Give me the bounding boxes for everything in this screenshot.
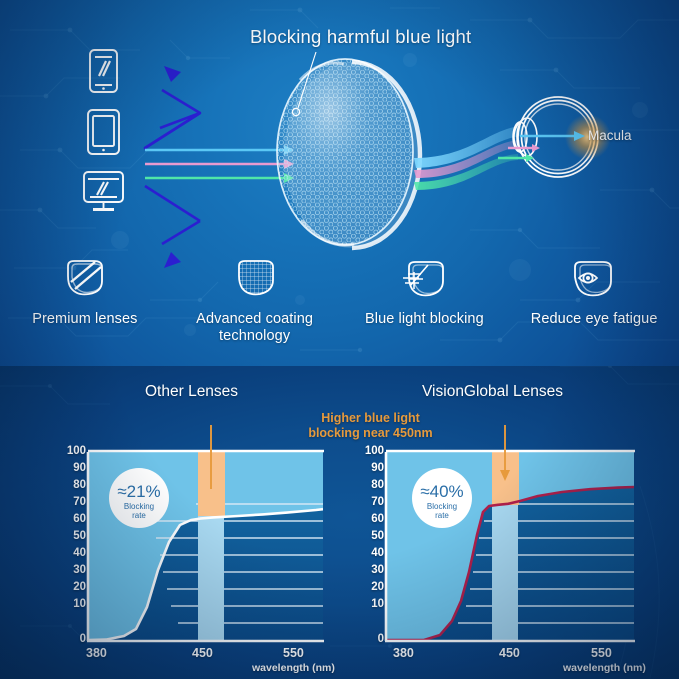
ytick: 20 (73, 581, 86, 593)
ytick: 40 (73, 547, 86, 559)
badge-value-left: ≈21% (117, 482, 160, 501)
hero-illustration (83, 49, 611, 268)
feature-label: Blue light blocking (364, 311, 484, 327)
transmitted-beams (414, 126, 522, 190)
eye-icon (567, 255, 621, 301)
blocking-rate-badge-right: ≈40% Blocking rate (412, 468, 472, 528)
badge-caption-left-2: rate (132, 511, 146, 520)
ytick: 30 (371, 564, 384, 576)
callout-arrow-right (500, 425, 510, 481)
ytick: 50 (73, 530, 86, 542)
ytick: 50 (371, 530, 384, 542)
ytick: 90 (73, 462, 86, 474)
chart-title-left: Other Lenses (145, 383, 239, 400)
xaxis-label-right: wavelength (nm) (563, 662, 646, 674)
callout-line-2: blocking near 450nm (308, 426, 433, 441)
ytick: 20 (371, 581, 384, 593)
callout-annotation: Higher blue light blocking near 450nm (288, 411, 453, 442)
ytick: 10 (73, 598, 86, 610)
coating-texture-icon (230, 255, 280, 301)
badge-caption-right-1: Blocking (427, 502, 457, 511)
xtick: 380 (393, 646, 414, 660)
coated-lens-icon (276, 51, 423, 251)
feature-label: Advanced coating technology (196, 311, 314, 345)
curve-right (386, 485, 634, 640)
ytick: 60 (73, 513, 86, 525)
axes-left (86, 449, 324, 643)
incoming-rays (145, 145, 294, 183)
xtick: 450 (192, 646, 213, 660)
feature-item-advanced-coating: Advanced coating technology (170, 255, 340, 347)
badge-value-right: ≈40% (420, 482, 463, 501)
incident-arrows (144, 66, 201, 268)
blocking-rate-badge-left: ≈21% Blocking rate (109, 468, 169, 528)
feature-item-blue-light-blocking: Blue light blocking (340, 255, 510, 347)
ytick: 100 (66, 445, 86, 457)
xtick: 450 (499, 646, 520, 660)
axes-right (384, 449, 635, 643)
xtick: 550 (591, 646, 612, 660)
smartphone-icon (89, 49, 118, 93)
feature-item-premium-lenses: Premium lenses (0, 255, 170, 347)
ytick: 80 (73, 479, 86, 491)
tablet-icon (87, 109, 120, 155)
premium-lens-icon (60, 255, 110, 301)
monitor-icon (83, 171, 124, 211)
badge-caption-left-1: Blocking (124, 502, 154, 511)
ytick: 60 (371, 513, 384, 525)
callout-arrow-left (210, 425, 212, 489)
xtick: 380 (86, 646, 107, 660)
ytick: 100 (364, 445, 384, 457)
page-title: Blocking harmful blue light (250, 26, 472, 47)
blue-light-block-icon (397, 255, 451, 301)
ytick: 30 (73, 564, 86, 576)
chart-title-right: VisionGlobal Lenses (422, 383, 564, 400)
feature-item-reduce-eye-fatigue: Reduce eye fatigue (509, 255, 679, 347)
macula-label: Macula (588, 128, 632, 143)
badge-caption-right-2: rate (435, 511, 449, 520)
xtick: 550 (283, 646, 304, 660)
xaxis-label-left: wavelength (nm) (252, 662, 335, 674)
ytick: 10 (371, 598, 384, 610)
macula-ray (498, 131, 585, 162)
macula-glow (565, 114, 611, 160)
ytick: 80 (371, 479, 384, 491)
ytick: 0 (79, 633, 86, 645)
feature-list: Premium lenses Advanced coating technolo… (0, 255, 679, 347)
feature-label: Premium lenses (32, 311, 138, 327)
chart-visionglobal-lenses: ≈40% Blocking rate (384, 425, 635, 643)
ytick: 40 (371, 547, 384, 559)
ytick: 70 (371, 496, 384, 508)
feature-label: Reduce eye fatigue (530, 311, 658, 327)
chart-other-lenses: ≈21% Blocking rate (86, 425, 324, 643)
curve-left (88, 507, 323, 640)
ytick: 70 (73, 496, 86, 508)
callout-line-1: Higher blue light (321, 411, 420, 425)
ytick: 90 (371, 462, 384, 474)
ytick: 0 (377, 633, 384, 645)
